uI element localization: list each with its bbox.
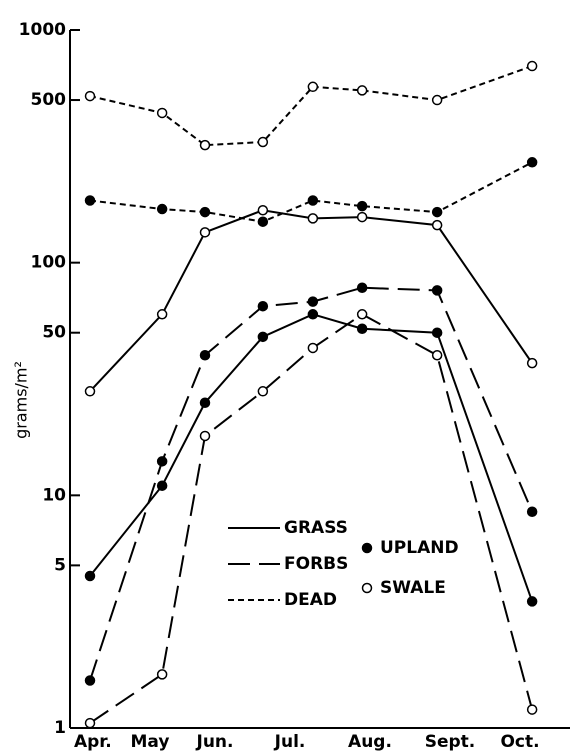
- data-point: [431, 285, 443, 296]
- y-tick-label: 50: [42, 323, 66, 343]
- y-tick-label: 1000: [19, 20, 66, 40]
- data-point: [156, 669, 168, 680]
- data-point: [156, 309, 168, 320]
- data-point: [526, 704, 538, 715]
- series-line: [89, 161, 533, 223]
- data-point: [526, 506, 538, 518]
- series-line: [89, 286, 534, 681]
- data-point: [356, 85, 368, 96]
- x-tick-label: Oct.: [500, 732, 539, 751]
- data-point: [156, 480, 168, 491]
- series-line: [89, 313, 534, 602]
- legend-label: GRASS: [284, 518, 348, 538]
- data-point: [431, 206, 443, 218]
- data-point: [199, 430, 211, 442]
- y-tick-label: 100: [31, 253, 67, 273]
- data-point: [156, 107, 168, 119]
- data-point: [257, 300, 269, 312]
- legend-marker: [361, 582, 373, 594]
- data-point: [356, 309, 368, 320]
- series-line: [89, 209, 533, 392]
- data-point: [84, 717, 96, 729]
- data-point: [307, 213, 319, 224]
- y-tick-label: 5: [54, 555, 66, 575]
- data-point: [257, 216, 269, 227]
- data-point: [526, 157, 538, 168]
- data-point: [431, 327, 443, 338]
- data-point: [431, 350, 443, 361]
- data-point: [526, 60, 538, 72]
- data-point: [307, 342, 319, 354]
- y-tick-label: 10: [42, 485, 66, 505]
- legend-label: UPLAND: [380, 538, 459, 558]
- data-point: [431, 94, 443, 106]
- data-point: [307, 81, 319, 93]
- y-tick-label: 500: [31, 90, 67, 110]
- data-point: [431, 219, 443, 231]
- series-line: [89, 65, 533, 147]
- data-point: [526, 357, 538, 369]
- x-tick-label: May: [131, 732, 170, 751]
- data-point: [199, 350, 211, 361]
- data-point: [356, 200, 368, 212]
- data-point: [307, 195, 319, 206]
- data-point: [356, 211, 368, 223]
- data-point: [199, 227, 211, 238]
- data-point: [257, 204, 269, 216]
- data-point: [156, 203, 168, 215]
- x-tick-label: Jul.: [274, 732, 306, 751]
- data-point: [307, 309, 319, 320]
- x-tick-label: Aug.: [348, 732, 392, 751]
- data-point: [307, 296, 319, 307]
- x-tick-label: Jun.: [196, 732, 234, 751]
- data-point: [526, 596, 538, 607]
- data-point: [199, 139, 211, 151]
- legend-marker: [361, 542, 373, 554]
- data-point: [356, 282, 368, 294]
- y-tick-label: 1: [54, 718, 66, 738]
- data-point: [84, 570, 96, 582]
- y-axis-label: grams/m²: [12, 361, 31, 439]
- x-tick-label: Apr.: [74, 732, 112, 751]
- legend-label: SWALE: [380, 578, 446, 598]
- series-line: [89, 313, 534, 724]
- data-point: [84, 195, 96, 206]
- data-point: [257, 136, 269, 148]
- data-point: [84, 386, 96, 397]
- data-point: [156, 456, 168, 467]
- data-point: [257, 331, 269, 343]
- data-point: [84, 675, 96, 686]
- legend-label: FORBS: [284, 554, 348, 574]
- data-point: [356, 323, 368, 334]
- x-tick-label: Sept.: [425, 732, 476, 751]
- data-point: [199, 206, 211, 218]
- legend-label: DEAD: [284, 590, 337, 610]
- data-point: [257, 386, 269, 397]
- data-point: [199, 397, 211, 408]
- data-point: [84, 90, 96, 102]
